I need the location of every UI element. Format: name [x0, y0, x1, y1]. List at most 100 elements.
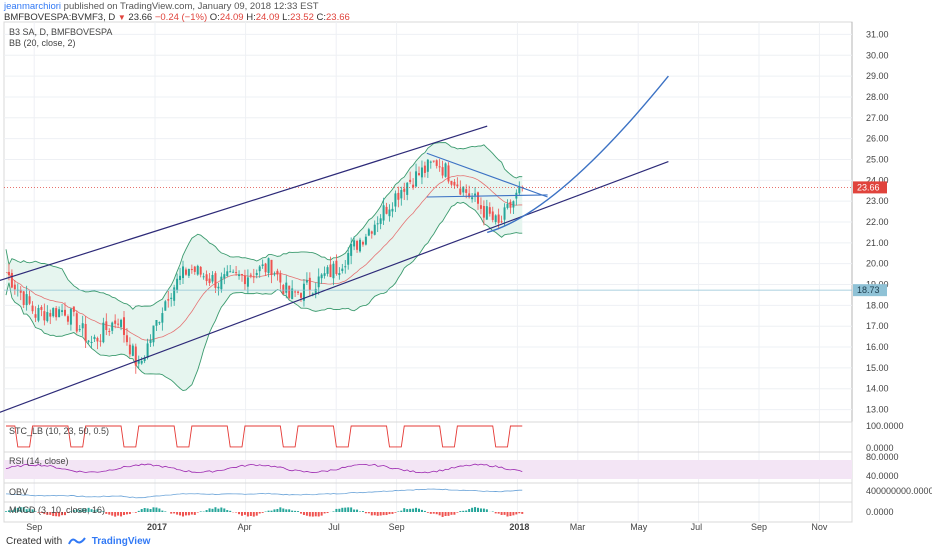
tradingview-brand[interactable]: TradingView	[91, 536, 151, 547]
macd-bar	[406, 509, 409, 512]
candle-body	[385, 206, 388, 214]
candle-body	[187, 269, 190, 276]
x-tick-label: Mar	[570, 522, 586, 532]
macd-bar	[356, 509, 359, 512]
projection-arrow	[487, 75, 669, 234]
candle-body	[465, 189, 468, 193]
candle-body	[477, 192, 479, 204]
macd-bar	[438, 512, 441, 516]
candle-body	[252, 276, 255, 278]
candle-body	[503, 207, 506, 220]
open-value: 24.09	[219, 12, 244, 23]
macd-bar	[485, 509, 488, 512]
macd-bar	[84, 508, 87, 512]
y-tick-label: 14.00	[866, 384, 889, 394]
x-tick-label: Jul	[691, 522, 703, 532]
macd-bar	[258, 512, 261, 514]
macd-bar	[137, 510, 140, 512]
macd-bar	[223, 508, 226, 512]
macd-bar	[226, 510, 229, 512]
candle-body	[479, 205, 482, 209]
macd-bar	[64, 512, 66, 516]
candle-body	[22, 291, 25, 305]
macd-bar	[184, 512, 187, 516]
stc-tick-label: 0.0000	[866, 443, 894, 453]
macd-bar	[93, 509, 96, 512]
macd-bar	[16, 507, 19, 512]
candle-body	[361, 241, 364, 245]
macd-bar	[423, 510, 426, 512]
candle-body	[40, 307, 43, 310]
candle-body	[323, 273, 326, 276]
macd-bar	[99, 511, 102, 512]
candle-body	[170, 297, 173, 299]
macd-bar	[344, 507, 347, 512]
level-badge	[853, 284, 887, 297]
macd-bar	[235, 512, 238, 513]
candle-body	[111, 322, 114, 331]
candle-body	[302, 283, 305, 301]
candle-body	[78, 329, 81, 331]
candle-body	[474, 193, 477, 196]
candle-body	[267, 258, 270, 273]
macd-bar	[415, 507, 418, 512]
high-label: H:	[246, 12, 256, 23]
macd-bar	[279, 507, 282, 512]
candle-body	[202, 276, 205, 278]
macd-bar	[341, 507, 344, 512]
x-tick-label: Jul	[328, 522, 340, 532]
candle-body	[58, 309, 61, 318]
obv-legend: OBV	[9, 487, 29, 497]
candle-body	[456, 184, 459, 187]
macd-bar	[140, 509, 143, 512]
macd-bar	[161, 510, 164, 512]
publish-info: published on TradingView.com, January 09…	[63, 1, 319, 12]
macd-bar	[19, 507, 22, 512]
candle-body	[114, 320, 117, 324]
candle-body	[285, 282, 288, 293]
macd-bar	[193, 512, 196, 515]
candle-body	[288, 285, 291, 298]
macd-bar	[143, 508, 146, 512]
candle-body	[167, 299, 170, 301]
candle-body	[125, 335, 128, 343]
macd-bar	[305, 512, 308, 516]
candle-body	[400, 190, 403, 199]
candle-body	[264, 263, 267, 273]
macd-bar	[61, 512, 64, 516]
candle-body	[105, 321, 108, 331]
candle-body	[512, 201, 515, 208]
candle-body	[373, 224, 376, 235]
candle-body	[500, 221, 503, 223]
macd-bar	[72, 510, 75, 512]
macd-bar	[450, 512, 453, 515]
candle-body	[282, 285, 285, 295]
candle-body	[409, 179, 412, 182]
macd-bar	[302, 512, 305, 515]
candle-body	[391, 208, 394, 212]
candle-body	[258, 266, 261, 272]
candle-body	[379, 218, 382, 224]
rsi-tick-label: 80.0000	[866, 452, 899, 462]
y-tick-label: 17.00	[866, 321, 889, 331]
candle-body	[420, 167, 423, 178]
macd-bar	[509, 512, 512, 517]
macd-bar	[158, 508, 161, 512]
candle-body	[364, 236, 367, 245]
macd-bar	[373, 512, 376, 516]
macd-bar	[105, 512, 108, 514]
macd-bar	[69, 511, 72, 512]
author-link[interactable]: jeanmarchiori	[4, 1, 62, 12]
macd-bar	[350, 507, 353, 512]
macd-bar	[217, 508, 220, 512]
x-tick-label: Nov	[811, 522, 828, 532]
y-tick-label: 25.00	[866, 154, 889, 164]
candle-body	[182, 266, 184, 279]
candle-body	[146, 343, 149, 358]
y-tick-label: 13.00	[866, 405, 889, 415]
macd-bar	[347, 507, 350, 512]
candle-body	[108, 331, 111, 333]
candle-body	[49, 313, 52, 317]
macd-bar	[276, 508, 279, 512]
y-tick-label: 15.00	[866, 363, 889, 373]
